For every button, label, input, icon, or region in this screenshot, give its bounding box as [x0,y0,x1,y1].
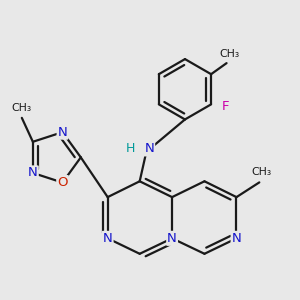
Text: N: N [167,232,177,245]
Text: O: O [57,176,68,189]
Text: CH₃: CH₃ [219,49,240,59]
Text: N: N [58,126,68,139]
Text: N: N [103,232,112,245]
Text: N: N [28,167,38,179]
Text: H: H [126,142,135,155]
Text: N: N [232,232,242,245]
Text: F: F [221,100,229,113]
Text: CH₃: CH₃ [251,167,271,177]
Text: CH₃: CH₃ [12,103,32,112]
Text: N: N [144,142,154,155]
